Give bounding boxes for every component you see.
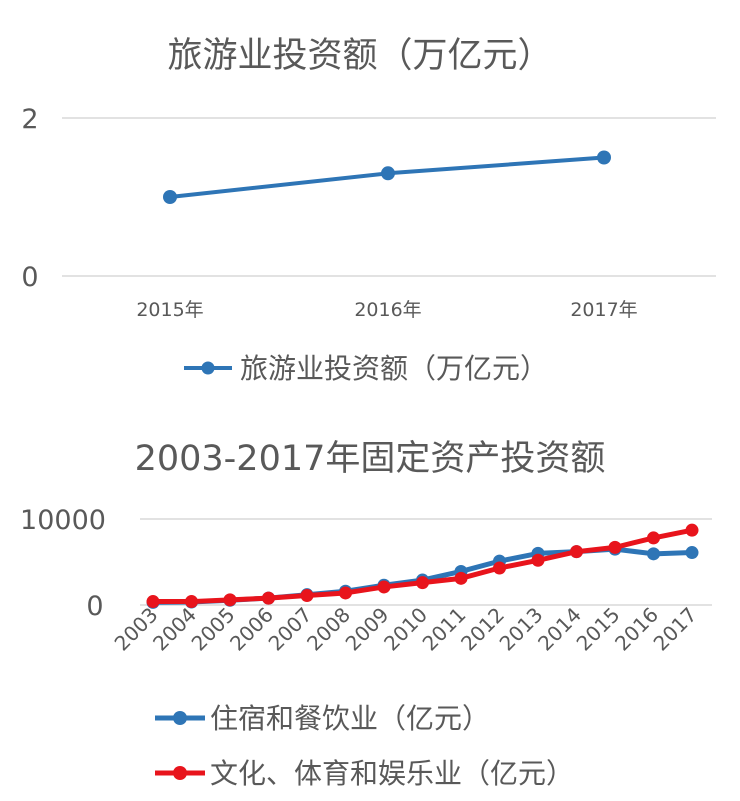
chart2-series1-point-2016: [647, 547, 660, 561]
chart2-xtick-label: 2015: [572, 603, 625, 656]
chart2-series2-point-2016: [647, 531, 660, 545]
chart2: 2003-2017年固定资产投资额 10000 0 20032004200520…: [20, 439, 712, 790]
chart2-series2-point-2010: [416, 576, 429, 590]
chart2-xtick-label: 2016: [610, 603, 663, 656]
chart1-legend-marker: [201, 361, 215, 375]
chart1-legend: 旅游业投资额（万亿元）: [184, 352, 548, 385]
chart1-point-2015年: [163, 190, 177, 204]
chart2-legend-label-1: 住宿和餐饮业（亿元）: [210, 702, 490, 735]
chart2-series2-point-2011: [454, 571, 468, 585]
chart2-xtick-label: 2009: [341, 603, 394, 656]
chart2-xtick-label: 2004: [148, 603, 201, 656]
chart2-legend-item-1: 住宿和餐饮业（亿元）: [155, 702, 490, 735]
chart1-title: 旅游业投资额（万亿元）: [167, 36, 552, 76]
chart2-xticks: 2003200420052006200720082009201020112012…: [110, 603, 702, 656]
chart2-plot: [146, 523, 699, 609]
chart2-ytick-min: 0: [86, 591, 103, 622]
chart1-xtick-label: 2015年: [136, 299, 203, 321]
chart2-series2-point-2007: [300, 589, 314, 603]
chart2-xtick-label: 2007: [264, 603, 317, 656]
chart1-xtick-label: 2017年: [570, 299, 637, 321]
chart1-ytick-max: 2: [21, 104, 38, 135]
chart2-series2-point-2004: [185, 595, 198, 609]
chart2-series-line-2: [153, 527, 693, 605]
chart1: 旅游业投资额（万亿元） 2 0 2015年 2016年 2017年 旅游业投资额（万…: [21, 36, 716, 385]
chart1-point-2017年: [597, 150, 611, 165]
chart2-series2-point-2008: [339, 586, 352, 600]
chart2-xtick-label: 2013: [495, 603, 548, 656]
chart2-xtick-label: 2014: [533, 603, 586, 656]
chart2-series2-point-2006: [262, 591, 275, 605]
chart1-plot: [163, 150, 611, 204]
chart2-xtick-label: 2017: [649, 603, 702, 656]
chart1-xticks: 2015年 2016年 2017年: [136, 299, 637, 321]
chart2-series2-point-2013: [531, 553, 545, 567]
chart2-xtick-label: 2012: [456, 603, 509, 656]
chart2-xtick-label: 2008: [302, 603, 355, 656]
chart2-series1-point-2017: [685, 546, 699, 560]
chart2-legend: 住宿和餐饮业（亿元） 文化、体育和娱乐业（亿元）: [155, 702, 574, 790]
chart2-series2-point-2009: [377, 580, 391, 594]
chart2-xtick-label: 2010: [379, 603, 432, 656]
chart1-xtick-label: 2016年: [354, 299, 421, 321]
chart2-series2-point-2017: [685, 523, 699, 537]
chart2-legend-marker-2: [173, 766, 187, 780]
chart1-legend-label: 旅游业投资额（万亿元）: [240, 352, 548, 385]
chart2-series2-point-2003: [146, 595, 160, 609]
chart2-xtick-label: 2005: [187, 603, 240, 656]
chart2-title: 2003-2017年固定资产投资额: [135, 439, 606, 479]
chart2-legend-item-2: 文化、体育和娱乐业（亿元）: [155, 757, 574, 790]
chart1-point-2016年: [381, 166, 395, 181]
chart2-legend-marker-1: [173, 711, 187, 725]
chart2-ytick-max: 10000: [20, 505, 106, 536]
chart2-series2-point-2014: [570, 545, 583, 559]
chart2-series2-point-2005: [223, 593, 237, 607]
chart2-legend-label-2: 文化、体育和娱乐业（亿元）: [210, 757, 574, 790]
chart2-series2-point-2012: [493, 561, 506, 575]
chart2-xtick-label: 2003: [110, 603, 163, 656]
chart2-xtick-label: 2006: [225, 603, 278, 656]
chart2-series2-point-2015: [608, 540, 622, 554]
chart1-ytick-min: 0: [21, 262, 38, 293]
chart2-xtick-label: 2011: [418, 603, 471, 656]
